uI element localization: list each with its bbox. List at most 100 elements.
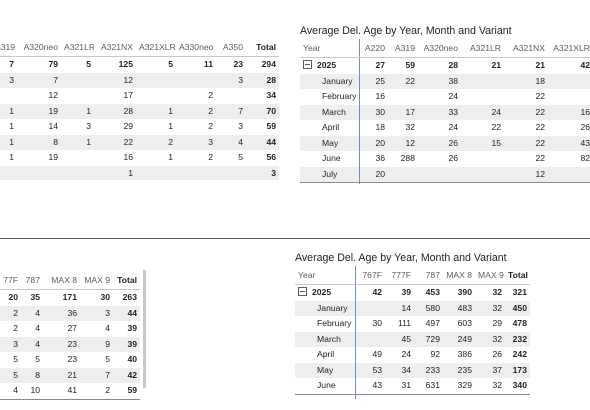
year-group-label[interactable]: 2025 <box>295 284 356 301</box>
value-cell: 29 <box>123 121 133 131</box>
value-cell <box>548 89 590 105</box>
value-cell: 53 <box>355 362 385 378</box>
table-row: 1 8 1 22 2 3 4 44 <box>0 134 279 150</box>
column-header-row: Year 767F 777F 787 MAX 8 MAX 9 Total <box>295 266 530 285</box>
value-cell: 5 <box>86 59 91 69</box>
value-cell <box>548 73 590 89</box>
value-cell: 31 <box>401 380 411 390</box>
total-cell: 263 <box>113 398 140 402</box>
value-cell: 2 <box>208 90 213 100</box>
column-header: A320neo <box>418 39 461 58</box>
month-label: April <box>295 347 356 363</box>
value-cell: 603 <box>457 318 472 328</box>
top-right-matrix: YearA220A319A320neoA321LRA321NXA321XLRA3… <box>300 39 590 184</box>
total-cell: 21 <box>504 182 548 184</box>
value-cell: 32 <box>492 287 502 297</box>
row-header: Year <box>300 39 360 58</box>
value-cell: 11 <box>203 59 213 69</box>
value-cell: 22 <box>504 104 548 120</box>
value-cell: 7 <box>216 103 246 119</box>
value-cell: 294 <box>261 59 276 69</box>
value-cell <box>355 300 385 316</box>
column-header-row: A319A320neoA321LRA321NXA321XLRA330neoA35… <box>0 38 279 57</box>
table-row: January 14 580 483 32 450 <box>295 300 530 316</box>
value-cell: 20 <box>359 135 388 151</box>
bottom-left-vertical-scrollbar[interactable] <box>143 270 146 388</box>
value-cell <box>0 165 17 180</box>
value-cell: 3 <box>0 72 17 88</box>
value-cell: 1 <box>9 152 14 162</box>
column-header: Total <box>113 271 140 290</box>
value-cell <box>461 151 504 167</box>
value-cell: 2 <box>176 103 216 119</box>
value-cell: 1 <box>136 103 176 119</box>
value-cell: 24 <box>461 104 504 120</box>
value-cell: 4 <box>105 323 110 333</box>
total-label: Total <box>300 182 360 184</box>
table-row: May 53 34 233 235 37 173 <box>295 362 530 378</box>
value-cell: 22 <box>388 73 418 89</box>
value-cell: 17 <box>388 104 418 120</box>
month-label: July <box>300 166 360 183</box>
collapse-icon[interactable] <box>298 287 307 296</box>
column-header: 787 <box>414 266 443 285</box>
column-header: 767F <box>355 266 385 285</box>
table-row: 1 14 3 29 1 2 3 59 <box>0 119 279 135</box>
value-cell <box>61 72 94 88</box>
value-cell: 29 <box>492 318 502 328</box>
value-cell <box>418 166 461 183</box>
table-row: 3 4 23 9 39 <box>0 336 140 352</box>
total-cell: 27 <box>359 182 388 184</box>
collapse-icon[interactable] <box>303 60 312 69</box>
value-cell: 56 <box>266 152 276 162</box>
table-row: April 49 24 92 386 26 242 <box>295 347 530 363</box>
value-cell: 5 <box>13 354 18 364</box>
value-cell: 22 <box>535 153 545 163</box>
value-cell <box>176 72 216 88</box>
value-cell <box>17 165 61 180</box>
column-header-row: YearA220A319A320neoA321LRA321NXA321XLRA3 <box>300 39 590 58</box>
value-cell: 28 <box>246 72 279 88</box>
bottom-left-matrix-visual: 77F 787 MAX 8 MAX 9 Total 20 35 171 30 263 2 4 36 3 44… <box>0 266 146 402</box>
value-cell: 59 <box>266 121 276 131</box>
column-header: 787 <box>21 271 43 290</box>
value-cell: 43 <box>372 380 382 390</box>
month-label: June <box>300 151 360 167</box>
year-group-label[interactable]: 2025 <box>300 57 360 74</box>
value-cell: 173 <box>505 362 530 378</box>
value-cell <box>136 72 176 88</box>
value-cell: 26 <box>448 153 458 163</box>
value-cell: 232 <box>505 331 530 347</box>
total-cell: 21 <box>461 182 504 184</box>
value-cell <box>355 331 385 347</box>
month-label: March <box>295 331 356 347</box>
value-cell: 1 <box>168 121 173 131</box>
value-cell: 580 <box>414 300 443 316</box>
value-cell: 7 <box>17 72 61 88</box>
table-row: June 43 31 631 329 32 340 <box>295 378 530 394</box>
bottom-right-matrix-visual: Average Del. Age by Year, Month and Vari… <box>292 249 532 399</box>
total-cell: 59 <box>388 182 418 184</box>
value-cell: 23 <box>67 354 77 364</box>
value-cell: 453 <box>425 287 440 297</box>
value-cell: 36 <box>43 305 80 321</box>
column-header: MAX 9 <box>80 271 113 290</box>
value-cell: 3 <box>80 305 113 321</box>
total-cell: 30 <box>80 398 113 402</box>
value-cell: 33 <box>418 104 461 120</box>
value-cell: 233 <box>414 362 443 378</box>
total-cell: 20 <box>0 398 21 402</box>
value-cell: 45 <box>385 331 414 347</box>
value-cell <box>61 165 94 180</box>
group-row: 2025 27 59 28 21 21 42 <box>300 57 590 74</box>
year-label: 2025 <box>312 287 332 297</box>
table-row: June 36 288 26 22 82 <box>300 151 590 167</box>
value-cell: 30 <box>372 318 382 328</box>
table-row: 12 17 2 34 <box>0 88 279 104</box>
column-header: A321XLR <box>548 39 590 58</box>
column-header-row: 77F 787 MAX 8 MAX 9 Total <box>0 271 140 290</box>
value-cell: 5 <box>168 59 173 69</box>
section-divider <box>0 238 590 239</box>
value-cell: 3 <box>176 134 216 150</box>
value-cell: 92 <box>430 349 440 359</box>
